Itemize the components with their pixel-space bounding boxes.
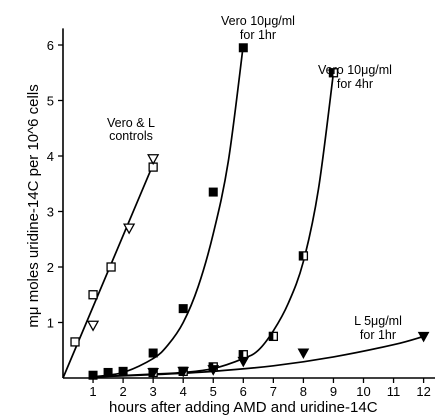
- series-4-label: L 5μg/ml for 1hr: [354, 314, 402, 342]
- y-tick-label: 6: [47, 38, 54, 53]
- filled-square-marker: [118, 366, 128, 376]
- series-label-line: Vero & L: [107, 116, 155, 130]
- y-tick-label: 3: [47, 205, 54, 220]
- series-label-line: controls: [109, 129, 153, 143]
- series-3-points: [148, 68, 339, 378]
- series-1-points: [70, 154, 160, 347]
- filled-square-marker: [238, 43, 248, 53]
- filled-square-marker: [208, 187, 218, 197]
- open-square-marker: [70, 337, 80, 347]
- half-square-fill: [239, 350, 244, 359]
- half-square-fill: [299, 251, 304, 260]
- open-square-marker: [106, 262, 116, 272]
- series-label-line: for 4hr: [337, 77, 373, 91]
- filled-triangle-marker: [297, 348, 310, 360]
- x-tick-label: 9: [330, 384, 337, 399]
- series-3-label: Vero 10μg/ml for 4hr: [318, 63, 392, 91]
- x-tick-label: 3: [150, 384, 157, 399]
- filled-square-marker: [88, 370, 98, 380]
- y-axis-label: mμ moles uridine-14C per 10^6 cells: [25, 84, 42, 327]
- y-tick-label: 4: [47, 149, 54, 164]
- filled-triangle-marker: [147, 367, 159, 379]
- filled-triangle-marker: [177, 366, 190, 378]
- series-label-line: Vero 10μg/ml: [318, 63, 392, 77]
- series-4-points: [147, 331, 430, 379]
- y-tick-label: 5: [47, 94, 54, 109]
- series-label-line: for 1hr: [240, 28, 276, 42]
- series-curve-2: [92, 44, 245, 378]
- x-tick-label: 7: [270, 384, 277, 399]
- series-2-points: [88, 43, 248, 380]
- series-curve-4: [93, 335, 424, 378]
- x-tick-label: 8: [300, 384, 307, 399]
- series-label-line: for 1hr: [360, 328, 396, 342]
- filled-triangle-marker: [237, 356, 250, 368]
- series-2-label: Vero 10μg/ml for 1hr: [221, 14, 295, 42]
- half-square-fill: [329, 68, 334, 77]
- filled-square-marker: [148, 348, 158, 358]
- filled-square-marker: [103, 367, 113, 377]
- filled-triangle-marker: [207, 365, 220, 376]
- y-tick-label: 2: [47, 260, 54, 275]
- filled-triangle-marker: [417, 331, 430, 343]
- open-triangle-marker: [86, 320, 100, 332]
- open-square-marker: [88, 290, 98, 300]
- series-markers: [70, 43, 430, 380]
- x-tick-label: 12: [416, 384, 430, 399]
- series-label-line: L 5μg/ml: [354, 314, 402, 328]
- x-tick-label: 11: [387, 384, 401, 399]
- x-tick-label: 1: [89, 384, 96, 399]
- x-axis-label: hours after adding AMD and uridine-14C: [109, 399, 378, 416]
- x-tick-label: 10: [356, 384, 370, 399]
- filled-square-marker: [178, 304, 188, 314]
- half-square-fill: [269, 332, 274, 341]
- x-tick-label: 5: [210, 384, 217, 399]
- x-tick-label: 4: [180, 384, 187, 399]
- x-tick-label: 2: [119, 384, 126, 399]
- series-label-line: Vero 10μg/ml: [221, 14, 295, 28]
- x-tick-label: 6: [240, 384, 247, 399]
- y-tick-label: 1: [47, 316, 54, 331]
- open-triangle-marker: [147, 154, 160, 166]
- open-triangle-marker: [123, 223, 136, 235]
